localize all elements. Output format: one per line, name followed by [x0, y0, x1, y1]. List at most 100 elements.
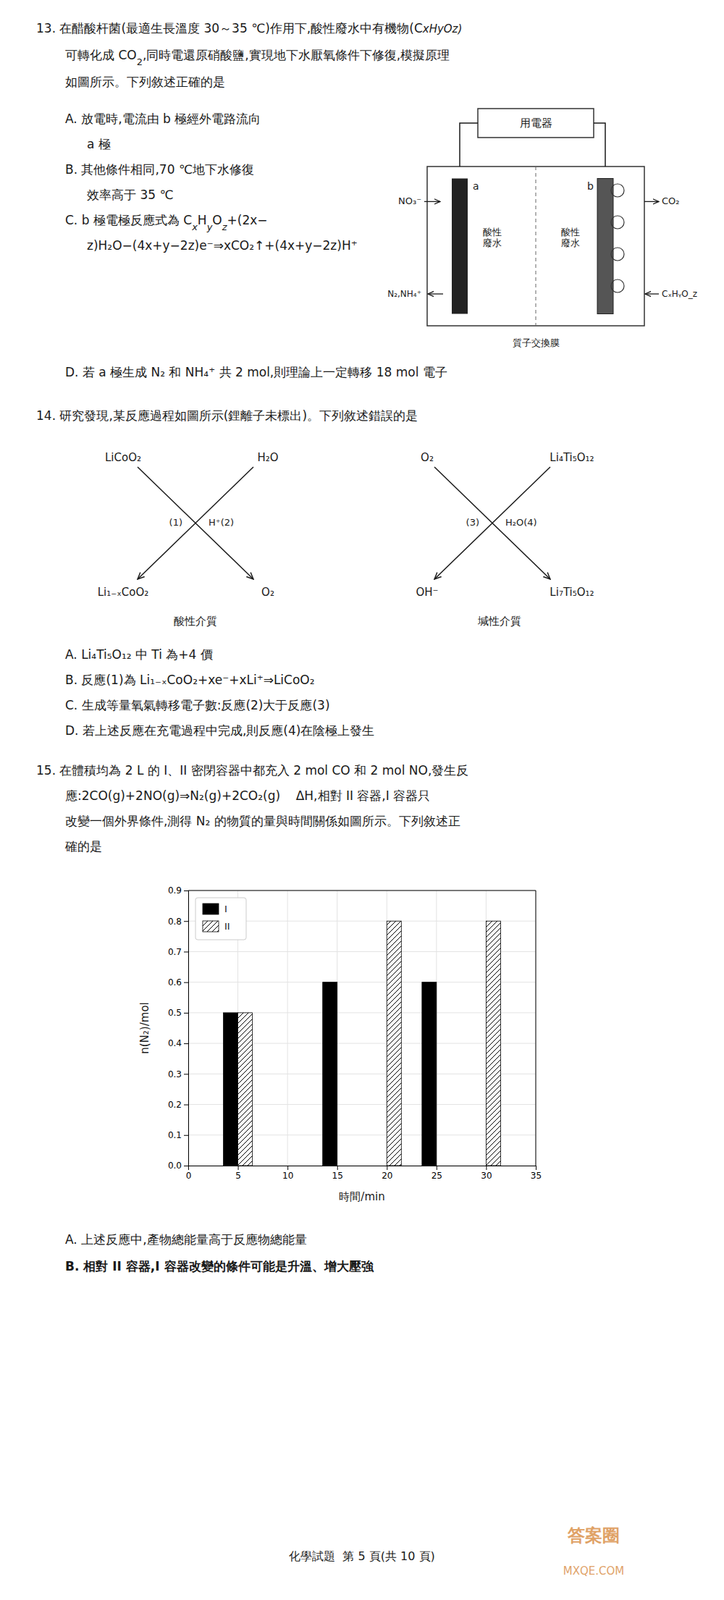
x-tick: 25	[431, 1165, 443, 1181]
tick-label: 0.2	[167, 1099, 182, 1110]
bar-series	[223, 982, 437, 1166]
text-part: xHyOz)	[422, 22, 463, 36]
wire	[459, 123, 478, 167]
tick-label: 0.7	[167, 946, 182, 958]
text-part: a 極	[86, 136, 111, 152]
tick-label: 0	[186, 1170, 192, 1181]
text-part: ,同時電還原硝酸鹽,實現地下水厭氧條件下修復,模擬原理	[142, 47, 450, 63]
tick-mark	[183, 1043, 189, 1045]
diagram-label: H₂O	[257, 451, 279, 465]
watermark: 答案圈	[566, 1525, 620, 1546]
electrode-b	[597, 178, 614, 315]
tick-mark	[183, 982, 189, 984]
text-line: 15. 在體積均為 2 L 的 I、II 密閉容器中都充入 2 mol CO 和…	[36, 763, 469, 778]
legend-swatch	[202, 920, 219, 932]
x-tick: 30	[480, 1165, 492, 1181]
text-line: 可轉化成 CO2,同時電還原硝酸鹽,實現地下水厭氧條件下修復,模擬原理	[65, 47, 450, 68]
y-axis-line	[183, 891, 189, 1167]
tick-mark	[287, 1165, 289, 1170]
text-line: B. 其他條件相同,70 ℃地下水修復	[65, 162, 255, 177]
arrow	[137, 466, 254, 580]
tick-mark	[436, 1165, 438, 1170]
x-tick: 15	[332, 1165, 344, 1181]
plot-frame	[188, 890, 536, 1166]
text-part: 13. 在醋酸杆菌(最適生長溫度 30～35 ℃)作用下,酸性廢水中有機物(C	[36, 20, 423, 36]
legend-label: II	[224, 920, 231, 932]
diagram-label: b	[587, 180, 594, 192]
grid-line-x	[287, 890, 289, 1166]
microbe	[611, 183, 625, 197]
text-line: C. b 極電極反應式為 CxHyOz+(2x−	[65, 212, 268, 233]
tick-mark	[183, 1073, 189, 1075]
text-part: 改變一個外界條件,測得 N₂ 的物質的量與時間關係如圖所示。下列敘述正	[65, 813, 461, 829]
text-part: z)H₂O−(4x+y−2z)e⁻⇒xCO₂↑+(4x+y−2z)H⁺	[86, 238, 358, 253]
y-tick: 0.4	[167, 1038, 189, 1049]
tick-mark	[238, 1165, 239, 1170]
text-part: x	[191, 221, 198, 233]
y-tick: 0.1	[167, 1130, 189, 1141]
bar	[223, 1012, 239, 1166]
diagram-label: (3)	[466, 516, 480, 528]
x-tick: 5	[235, 1165, 242, 1181]
arrow	[137, 466, 254, 580]
text-line: 如圖所示。下列敘述正確的是	[65, 74, 226, 90]
legend-swatch	[202, 903, 219, 915]
text-part: 可轉化成 CO	[65, 47, 137, 63]
text-part: A. 上述反應中,產物總能量高于反應物總能量	[65, 1232, 307, 1247]
text-line: 改變一個外界條件,測得 N₂ 的物質的量與時間關係如圖所示。下列敘述正	[65, 813, 461, 829]
bar-series	[238, 920, 502, 1166]
cell-box	[427, 166, 645, 326]
microbe	[611, 215, 625, 229]
y-tick: 0.2	[167, 1099, 189, 1110]
y-axis-title: n(N₂)/mol	[138, 1002, 152, 1054]
grid-line-y	[188, 981, 536, 983]
arrow	[645, 293, 659, 294]
tick-label: 30	[480, 1170, 492, 1181]
text-line: D. 若上述反應在充電過程中完成,則反應(4)在陰極上發生	[65, 723, 375, 738]
tick-label: 35	[530, 1170, 542, 1181]
tick-mark	[183, 1165, 189, 1167]
tick-mark	[337, 1165, 339, 1170]
text-line: 確的是	[64, 839, 103, 854]
tick-label: 0.0	[167, 1160, 182, 1171]
watermark: MXQE.COM	[563, 1564, 625, 1578]
text-line: 13. 在醋酸杆菌(最適生長溫度 30～35 ℃)作用下,酸性廢水中有機物(Cx…	[36, 20, 462, 36]
text-part: A. 放電時,電流由 b 極經外電路流向	[65, 111, 261, 126]
diagram-label: (1)	[169, 516, 183, 528]
text-part: y	[206, 221, 213, 233]
arrow	[644, 201, 659, 202]
tick-mark	[485, 1165, 487, 1170]
text-part: C. b 極電極反應式為 C	[65, 212, 192, 228]
diagram-label: H⁺(2)	[208, 516, 234, 528]
diagram-label: Li₁₋ₓCoO₂	[97, 585, 150, 599]
legend-item: I	[202, 903, 228, 916]
text-part: D. 若 a 極生成 N₂ 和 NH₄⁺ 共 2 mol,則理論上一定轉移 18…	[65, 364, 448, 380]
page: 13. 在醋酸杆菌(最適生長溫度 30～35 ℃)作用下,酸性廢水中有機物(Cx…	[0, 0, 724, 1600]
tick-mark	[183, 1104, 189, 1106]
diagram-label: O₂	[420, 451, 434, 465]
diagram-label: 酸性廢水	[482, 226, 502, 250]
y-tick: 0.5	[167, 1007, 189, 1018]
arrow	[434, 466, 551, 580]
diagram-label: Li₇Ti₅O₁₂	[549, 585, 594, 599]
footer: 化學試題 第 5 頁(共 10 頁)	[288, 1549, 436, 1564]
bar	[238, 1012, 253, 1166]
diagram-label: CₓHᵧO_z	[661, 288, 698, 300]
y-tick: 0.9	[167, 885, 189, 896]
bar	[485, 920, 501, 1166]
text-line: C. 生成等量氧氣轉移電子數:反應(2)大于反應(3)	[65, 697, 331, 713]
text-part: +(2x−	[227, 212, 268, 228]
tick-label: 0.3	[167, 1069, 182, 1080]
text-part: B. 相對 II 容器,I 容器改變的條件可能是升溫、增大壓強	[65, 1259, 375, 1274]
text-line: A. 放電時,電流由 b 極經外電路流向	[65, 111, 261, 126]
bar	[322, 982, 338, 1166]
tick-label: 0.6	[167, 977, 182, 988]
text-part: 確的是	[64, 839, 103, 854]
tick-mark	[183, 920, 189, 922]
text-line: z)H₂O−(4x+y−2z)e⁻⇒xCO₂↑+(4x+y−2z)H⁺	[86, 238, 358, 253]
diagram-label: O₂	[261, 585, 275, 599]
x-tick: 20	[381, 1165, 393, 1181]
text-line: D. 若 a 極生成 N₂ 和 NH₄⁺ 共 2 mol,則理論上一定轉移 18…	[65, 364, 448, 380]
text-part: 應:2CO(g)+2NO(g)⇒N₂(g)+2CO₂(g) ΔH,相對 II 容…	[65, 788, 431, 803]
tick-label: 0.1	[167, 1130, 182, 1141]
